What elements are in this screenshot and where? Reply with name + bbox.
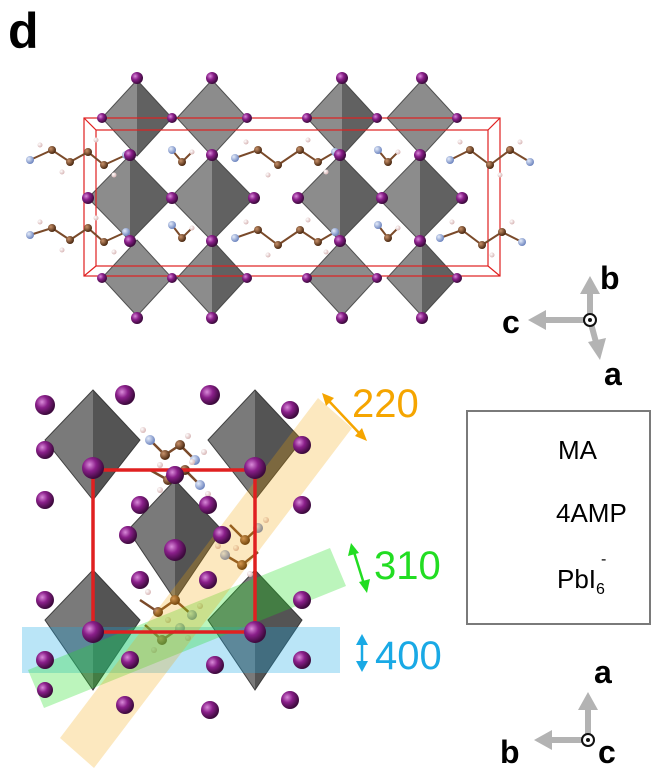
- top-axis-c-label: c: [502, 304, 520, 340]
- plane-310-arrow: [348, 543, 370, 593]
- panel-letter: d: [8, 3, 39, 59]
- legend-pbi6-label: PbI6 -: [557, 552, 606, 599]
- bottom-axis-a-label: a: [594, 654, 612, 690]
- bottom-structure: [22, 385, 352, 768]
- plane-400-band: [22, 627, 340, 673]
- legend-pbi6-subscript: 6: [596, 581, 605, 599]
- plane-220-label: 220: [352, 382, 419, 426]
- plane-310-band: [28, 548, 346, 708]
- legend-pbi6-main: PbI: [557, 564, 597, 594]
- top-axis-triad: [528, 276, 606, 360]
- plane-220-arrow: [322, 393, 367, 441]
- plane-400-label: 400: [375, 634, 442, 678]
- legend-box: [466, 410, 651, 625]
- top-axis-b-label: b: [600, 260, 620, 296]
- legend-pbi6-superscript: -: [600, 551, 607, 569]
- legend-ma-label: MA: [558, 435, 597, 465]
- plane-310-label: 310: [374, 544, 441, 588]
- plane-400-arrow: [356, 634, 368, 672]
- legend-4amp-label: 4AMP: [556, 498, 627, 528]
- bottom-axis-c-label: c: [598, 734, 616, 770]
- bottom-axis-triad: [534, 692, 598, 750]
- top-axis-a-label: a: [604, 356, 622, 392]
- bottom-axis-b-label: b: [500, 734, 520, 770]
- top-structure: [26, 72, 534, 324]
